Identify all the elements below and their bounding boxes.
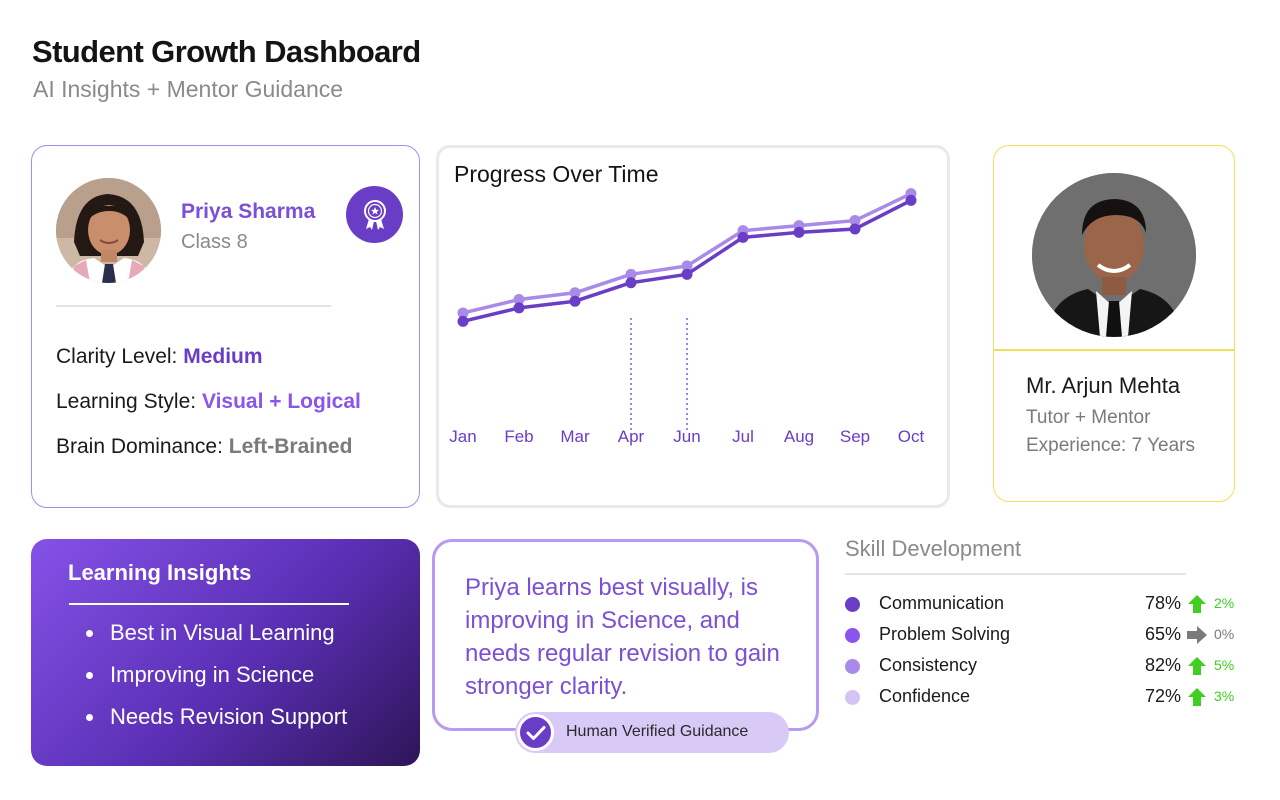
x-tick-label: Sep	[840, 427, 870, 446]
page-title: Student Growth Dashboard	[32, 34, 421, 69]
skill-row-consistency: Consistency 82% 5%	[845, 654, 1240, 678]
skill-color-dot	[845, 659, 860, 674]
skill-percent: 78%	[1144, 593, 1181, 613]
skill-color-dot	[845, 597, 860, 612]
x-tick-label: Mar	[560, 427, 590, 446]
clarity-level-row: Clarity Level: Medium	[56, 345, 263, 369]
skill-row-problem-solving: Problem Solving 65% 0%	[845, 623, 1240, 647]
brain-dominance-row: Brain Dominance: Left-Brained	[56, 435, 352, 459]
data-point	[457, 315, 469, 327]
x-tick-label: Aug	[784, 427, 814, 446]
trend-flat-arrow-icon	[1186, 625, 1208, 645]
brain-dominance-value: Left-Brained	[228, 435, 353, 458]
profile-divider	[56, 305, 331, 307]
student-avatar	[56, 178, 161, 283]
data-point	[849, 215, 861, 227]
mentor-experience: Experience: 7 Years	[1026, 435, 1196, 456]
skill-name: Communication	[879, 593, 1005, 613]
skill-percent: 65%	[1144, 624, 1181, 644]
data-point	[513, 302, 525, 314]
data-point	[681, 260, 693, 272]
skill-name: Problem Solving	[879, 624, 1011, 644]
series-line-0	[462, 192, 912, 315]
trend-up-arrow-icon	[1186, 594, 1208, 614]
learning-style-row: Learning Style: Visual + Logical	[56, 390, 361, 414]
insight-item: Needs Revision Support	[86, 702, 347, 744]
skill-change: 2%	[1214, 595, 1235, 611]
learning-insights-card: Learning Insights Best in Visual Learnin…	[31, 539, 420, 766]
skills-title: Skill Development	[845, 536, 1022, 561]
chart-title: Progress Over Time	[454, 161, 659, 187]
human-verified-badge: Human Verified Guidance	[515, 712, 789, 753]
student-photo-icon	[56, 178, 161, 283]
student-name: Priya Sharma	[181, 200, 316, 223]
progress-line-chart: Jan Feb Mar Apr Jun Jul Aug Sep Oct	[449, 188, 925, 446]
student-profile-card: Priya Sharma Class 8 Clarity Level: Medi…	[31, 145, 420, 508]
mentor-guidance-card: Priya learns best visually, is improving…	[432, 539, 819, 731]
skill-change: 0%	[1214, 626, 1235, 642]
insights-title: Learning Insights	[68, 560, 252, 585]
progress-chart-card: Progress Over Time Jan Feb Mar Apr Jun Jul Aug…	[436, 145, 950, 508]
insight-item: Improving in Science	[86, 660, 347, 702]
x-tick-label: Feb	[504, 427, 533, 446]
data-point	[737, 231, 749, 243]
data-point	[625, 268, 637, 280]
student-class: Class 8	[181, 231, 248, 253]
data-point	[569, 295, 581, 307]
skill-row-confidence: Confidence 72% 3%	[845, 685, 1240, 709]
skills-divider	[845, 573, 1186, 575]
guidance-text: Priya learns best visually, is improving…	[465, 574, 780, 700]
x-tick-label: Apr	[618, 427, 645, 446]
data-point	[681, 268, 693, 280]
mentor-photo-icon	[1032, 173, 1196, 337]
skill-change: 3%	[1214, 688, 1235, 704]
mentor-divider	[994, 349, 1234, 351]
data-point	[569, 287, 581, 299]
verified-label: Human Verified Guidance	[566, 723, 749, 740]
brain-dominance-label: Brain Dominance:	[56, 435, 229, 458]
data-point	[457, 307, 469, 319]
data-point	[513, 294, 525, 306]
data-point	[849, 223, 861, 235]
page-subtitle: AI Insights + Mentor Guidance	[33, 76, 344, 102]
mentor-role: Tutor + Mentor	[1026, 407, 1151, 428]
data-point	[905, 194, 917, 206]
skill-name: Consistency	[879, 655, 978, 675]
x-tick-label: Jan	[449, 427, 476, 446]
data-point	[793, 226, 805, 238]
x-tick-label: Oct	[898, 427, 925, 446]
mentor-card: Mr. Arjun Mehta Tutor + Mentor Experienc…	[993, 145, 1235, 502]
insights-divider	[69, 603, 349, 605]
learning-style-value: Visual + Logical	[201, 390, 361, 413]
mentor-avatar	[1032, 173, 1196, 337]
skill-name: Confidence	[879, 686, 971, 706]
skill-color-dot	[845, 628, 860, 643]
skill-percent: 82%	[1144, 655, 1181, 675]
skill-change: 5%	[1214, 657, 1235, 673]
data-point	[625, 277, 637, 289]
trend-up-arrow-icon	[1186, 656, 1208, 676]
insights-list: Best in Visual Learning Improving in Sci…	[86, 618, 347, 744]
x-tick-label: Jul	[732, 427, 754, 446]
award-ribbon-icon	[346, 186, 403, 243]
check-circle-icon	[517, 714, 554, 751]
insight-item: Best in Visual Learning	[86, 618, 347, 660]
mentor-name: Mr. Arjun Mehta	[1026, 373, 1181, 398]
x-tick-label: Jun	[673, 427, 700, 446]
skill-percent: 72%	[1144, 686, 1181, 706]
trend-up-arrow-icon	[1186, 687, 1208, 707]
skill-row-communication: Communication 78% 2%	[845, 592, 1240, 616]
learning-style-label: Learning Style:	[56, 390, 202, 413]
clarity-level-label: Clarity Level:	[56, 345, 184, 368]
clarity-level-value: Medium	[183, 345, 263, 368]
skill-color-dot	[845, 690, 860, 705]
